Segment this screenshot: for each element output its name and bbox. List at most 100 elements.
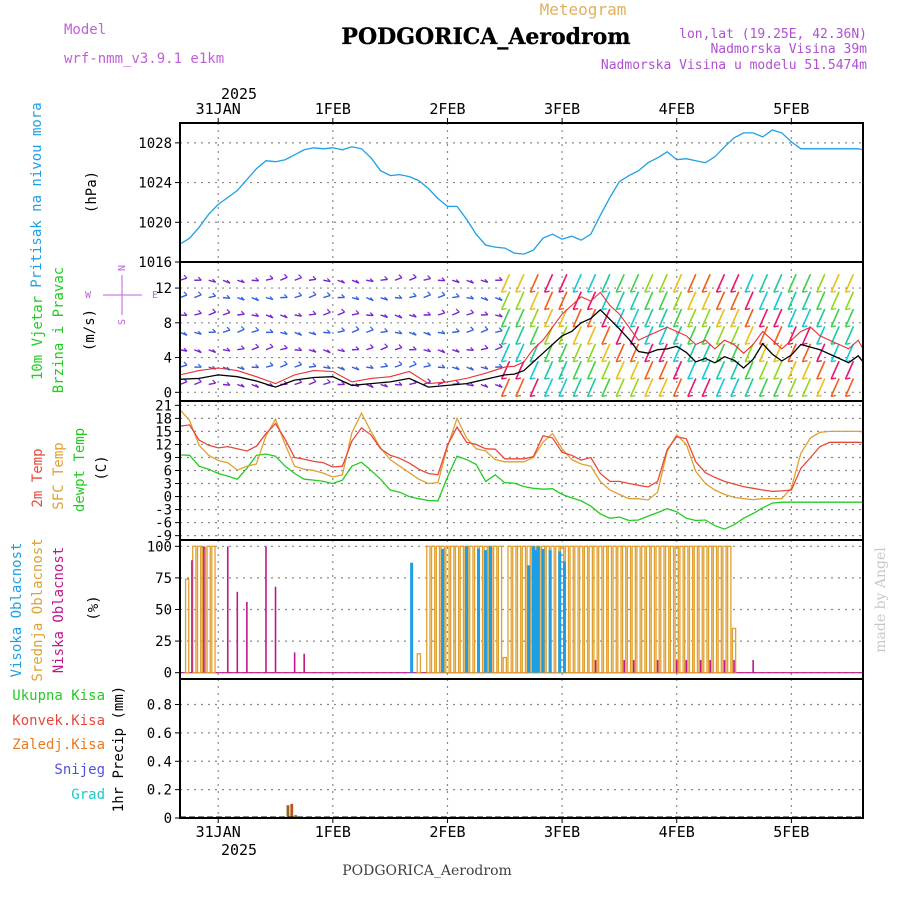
cloud-side-labels: Visoka Oblacnost Srednja Oblacnost Niska…: [9, 538, 102, 681]
wind-arrow: [787, 291, 797, 310]
wind-arrow-head: [515, 307, 522, 311]
cloud-panel: [180, 545, 863, 674]
wind-arrow: [543, 291, 554, 310]
wind-arrow: [644, 273, 654, 293]
mid-cloud-bar: [722, 545, 727, 674]
wind-arrow-head: [226, 347, 231, 352]
wind-arrow-head: [530, 307, 536, 311]
mid-cloud-bar: [598, 545, 603, 674]
wind-arrow-head: [830, 360, 837, 363]
wind-arrow-head: [212, 379, 217, 384]
wind-arrow: [572, 326, 582, 345]
wind-arrow: [844, 273, 855, 293]
precip-side-labels: Ukupna Kisa Konvek.Kisa Zaledj.Kisa Snij…: [12, 686, 127, 812]
wind-arrow: [687, 378, 697, 397]
wind-arrow: [701, 308, 711, 328]
wind-arrow: [615, 360, 625, 380]
wind-arrow-head: [730, 290, 736, 293]
wind-arrow-head: [183, 331, 188, 336]
wind-arrow-head: [384, 296, 389, 301]
wind-arrow-head: [802, 377, 808, 380]
sfc-ylabel: SFC Temp: [51, 442, 67, 509]
wind-arrow: [515, 291, 525, 310]
wind-arrow-head: [355, 309, 360, 314]
wind-arrow-head: [644, 325, 650, 328]
wind-arrow: [830, 360, 840, 380]
wind-arrow: [394, 363, 403, 368]
wind-arrow-head: [212, 328, 217, 333]
wind-arrow-head: [470, 309, 474, 314]
wind-arrow-head: [745, 394, 751, 398]
wind-arrow-head: [644, 307, 650, 311]
wind-arrow: [500, 308, 511, 328]
y-tick-label: 15: [155, 424, 172, 440]
wind-ylabel2: Brzina i Pravac: [51, 267, 67, 393]
wind-arrow: [773, 291, 783, 310]
wind-arrow-head: [255, 326, 260, 331]
wind-arrow-head: [455, 366, 460, 370]
wind-arrow-head: [326, 349, 331, 354]
wind-arrow-head: [197, 309, 202, 314]
low-cloud-ylabel: Niska Oblacnost: [51, 547, 67, 673]
mid-cloud-bar: [454, 545, 460, 674]
wind-arrow-head: [212, 278, 217, 283]
wind-arrow-head: [283, 360, 288, 365]
mid-cloud-bar: [664, 545, 670, 674]
wind-arrow: [601, 378, 611, 397]
mid-cloud-bar: [698, 545, 703, 674]
wind-arrow: [222, 311, 231, 316]
wind-arrow: [615, 308, 625, 328]
wind-arrow: [744, 326, 754, 345]
wind-arrow-head: [312, 331, 317, 336]
wind-arrow-head: [587, 290, 593, 293]
high-cloud-bar: [536, 546, 540, 673]
wind-arrow-head: [687, 394, 693, 398]
wind-arrow-head: [470, 295, 474, 300]
wind-arrow-head: [298, 291, 303, 296]
wind-arrow: [500, 360, 511, 380]
high-cloud-bar: [484, 550, 488, 673]
wind-arrow: [558, 360, 568, 380]
wind-arrow-head: [816, 290, 822, 293]
wind-arrow: [180, 294, 188, 299]
wind-arrow-head: [587, 360, 593, 363]
wind-arrow-head: [498, 363, 503, 368]
wind-arrow-head: [802, 307, 808, 311]
wind-gust-line: [180, 291, 863, 385]
wind-arrow-head: [601, 342, 607, 346]
wind-arrow-head: [269, 361, 274, 366]
mid-cloud-bar: [469, 545, 474, 674]
wind-arrow-head: [702, 394, 708, 398]
wind-arrow-head: [644, 290, 650, 293]
y-tick-label: 0.8: [147, 698, 172, 714]
wind-arrow-head: [398, 314, 403, 319]
wind-arrow: [830, 291, 840, 310]
wind-arrow: [480, 347, 489, 351]
mid-cloud-bar: [602, 545, 608, 674]
high-cloud-bar: [558, 551, 562, 673]
y-tick-label: 9: [164, 450, 172, 466]
bottom-day-label: 31JAN: [196, 823, 241, 841]
wind-arrow: [265, 277, 274, 281]
wind-arrow-head: [240, 279, 245, 284]
top-day-label: 4FEB: [659, 100, 695, 118]
wind-arrow: [830, 273, 840, 293]
wind-arrow: [500, 378, 511, 397]
wind-arrow-head: [412, 292, 417, 297]
wind-arrow: [629, 378, 640, 397]
wind-arrow-head: [498, 313, 503, 318]
low-cloud-bar: [293, 652, 296, 673]
wind-arrow-head: [530, 325, 536, 328]
wind-arrow: [351, 328, 360, 334]
y-tick-label: 50: [155, 603, 172, 619]
wind-arrow-head: [616, 342, 622, 346]
wind-arrow: [687, 273, 697, 293]
wind-arrow: [515, 378, 525, 397]
wind-arrow-head: [845, 377, 851, 380]
wind-arrow-head: [716, 290, 722, 293]
wind-arrow: [715, 360, 726, 380]
wind-arrow-head: [427, 311, 432, 316]
wind-arrow: [194, 312, 202, 316]
compass-icon: N S W E: [85, 265, 158, 325]
mid-cloud-bar: [526, 545, 531, 674]
